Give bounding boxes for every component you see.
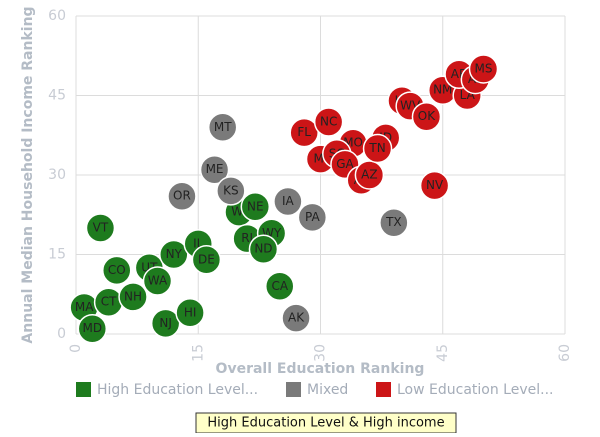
- point: [354, 160, 385, 190]
- point: [191, 245, 222, 275]
- legend-swatch: [376, 382, 391, 397]
- point-label: GA: [336, 157, 354, 171]
- point-label: AK: [288, 311, 305, 325]
- x-tick-label: 30: [313, 344, 329, 362]
- point-label: FL: [297, 125, 311, 139]
- point: [468, 54, 499, 84]
- point: [273, 186, 303, 217]
- point: [142, 266, 173, 296]
- point: [419, 170, 450, 201]
- point: [159, 239, 189, 270]
- y-tick-label: 45: [48, 88, 66, 104]
- y-tick-label: 60: [48, 8, 66, 24]
- point-label: NE: [247, 199, 264, 213]
- point: [281, 303, 311, 333]
- point-label: MS: [475, 62, 493, 76]
- point-label: WA: [148, 274, 168, 288]
- x-tick-label: 60: [557, 344, 573, 362]
- y-axis-title: Annual Median Household Income Ranking: [20, 6, 36, 343]
- point: [313, 107, 344, 137]
- point: [297, 202, 328, 233]
- point-label: NJ: [159, 316, 172, 330]
- point-label: VT: [93, 221, 109, 235]
- point: [362, 133, 393, 164]
- point-label: PA: [305, 210, 320, 224]
- point: [118, 282, 148, 312]
- point-label: NY: [166, 247, 183, 261]
- point: [199, 154, 230, 185]
- y-tick-label: 0: [57, 326, 66, 342]
- point-label: NC: [320, 115, 337, 129]
- x-tick-label: 15: [190, 344, 206, 362]
- legend-label: Low Education Level...: [397, 382, 553, 398]
- point-label: ND: [254, 242, 272, 256]
- point-label: MD: [83, 321, 103, 335]
- point-label: IL: [193, 236, 204, 250]
- point-label: NV: [426, 178, 444, 192]
- x-tick-label: 45: [435, 344, 451, 362]
- point-label: OR: [173, 189, 191, 203]
- point: [216, 176, 246, 206]
- legend-label: Mixed: [307, 382, 348, 398]
- point: [150, 308, 181, 339]
- point: [240, 192, 271, 222]
- point-label: OK: [418, 109, 436, 123]
- point-label: RI: [241, 231, 253, 245]
- point: [77, 313, 108, 344]
- legend-swatch: [286, 382, 301, 397]
- point-label: NH: [124, 289, 142, 303]
- x-axis-title: Overall Education Ranking: [216, 361, 425, 377]
- point-label: TN: [368, 141, 385, 155]
- y-tick-label: 30: [48, 167, 66, 183]
- point: [167, 181, 197, 211]
- point-label: ME: [206, 162, 224, 176]
- point-label: NM: [433, 83, 452, 97]
- point: [289, 117, 319, 148]
- point-label: MA: [75, 300, 94, 314]
- point-label: HI: [184, 305, 197, 319]
- tooltip: High Education Level & High income: [207, 416, 444, 431]
- point-label: CA: [271, 279, 288, 293]
- y-tick-label: 15: [48, 247, 66, 263]
- point-label: MT: [214, 120, 232, 134]
- legend-label: High Education Level...: [97, 382, 258, 398]
- legend-swatch: [76, 382, 91, 397]
- point: [207, 112, 238, 143]
- point-label: KS: [223, 183, 239, 197]
- point: [102, 255, 132, 286]
- point: [85, 213, 116, 243]
- point: [265, 271, 295, 302]
- point-label: TX: [385, 215, 402, 229]
- point-label: DE: [198, 252, 215, 266]
- point: [248, 234, 279, 264]
- point: [175, 298, 205, 328]
- point: [411, 101, 442, 132]
- x-tick-label: 0: [68, 344, 84, 353]
- point-label: IA: [282, 194, 295, 208]
- point-label: CO: [108, 263, 126, 277]
- point-label: AZ: [361, 168, 377, 182]
- point: [379, 207, 409, 238]
- point-label: CT: [101, 295, 117, 309]
